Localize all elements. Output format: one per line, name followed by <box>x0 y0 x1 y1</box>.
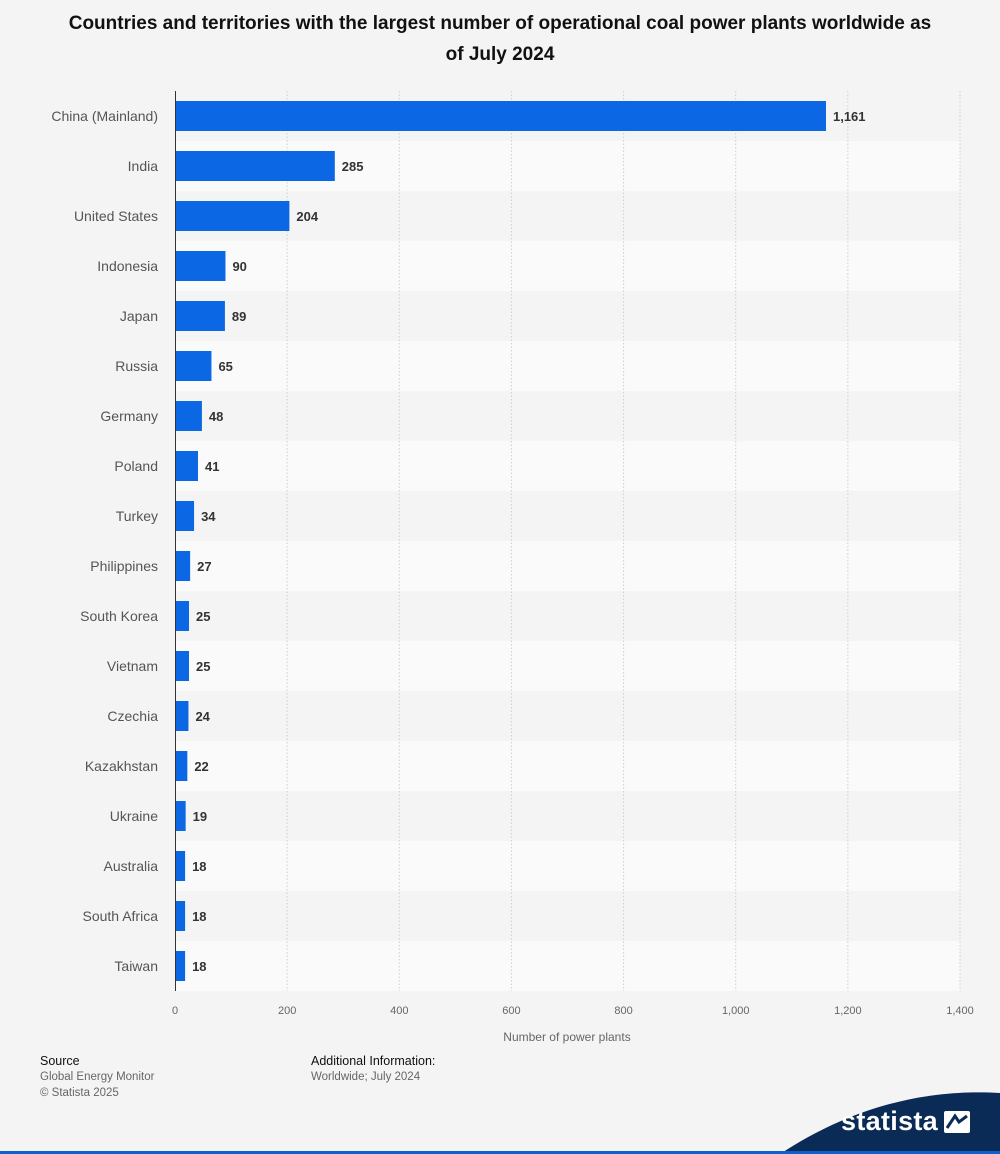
value-label: 25 <box>196 609 210 624</box>
x-tick-label: 1,200 <box>834 1005 862 1017</box>
value-label: 41 <box>205 459 219 474</box>
value-label: 204 <box>296 209 318 224</box>
bar[interactable] <box>176 201 290 231</box>
row-band <box>175 541 960 591</box>
gridlines <box>286 91 961 991</box>
category-label: Germany <box>100 408 158 424</box>
category-label: South Africa <box>83 908 159 924</box>
row-band <box>175 591 960 641</box>
value-label: 18 <box>192 959 206 974</box>
value-label: 19 <box>193 809 207 824</box>
category-label: Ukraine <box>110 808 158 824</box>
bars <box>176 101 826 981</box>
row-band <box>175 291 960 341</box>
x-axis-label: Number of power plants <box>503 1030 630 1044</box>
row-band <box>175 641 960 691</box>
bar[interactable] <box>176 401 202 431</box>
value-label: 25 <box>196 659 210 674</box>
x-tick-label: 1,000 <box>722 1005 750 1017</box>
value-labels: 1,161 285 204 90 89 65 48 41 34 27 25 25 24 22 19 18 18 1… <box>192 109 865 974</box>
value-label: 22 <box>194 759 208 774</box>
bar[interactable] <box>176 501 195 531</box>
copyright-text: © Statista 2025 <box>40 1087 119 1099</box>
x-tick-labels: 0 200 400 600 800 1,000 1,200 1,400 <box>172 1005 974 1017</box>
value-label: 65 <box>218 359 232 374</box>
category-label: Czechia <box>107 708 158 724</box>
row-band <box>175 341 960 391</box>
additional-info-block: Additional Information: Worldwide; July … <box>311 1053 435 1085</box>
value-label: 89 <box>232 309 246 324</box>
row-bands <box>175 91 960 991</box>
statista-wordmark: statista <box>841 1106 938 1136</box>
row-band <box>175 391 960 441</box>
value-label: 18 <box>192 909 206 924</box>
bar[interactable] <box>176 251 226 281</box>
category-label: Russia <box>115 358 158 374</box>
bar[interactable] <box>176 801 186 831</box>
category-label: Taiwan <box>114 958 158 974</box>
value-label: 34 <box>201 509 216 524</box>
statista-logo[interactable]: statista <box>841 1106 970 1137</box>
category-label: Turkey <box>116 508 158 524</box>
bar[interactable] <box>176 601 190 631</box>
chart-title: Countries and territories with the large… <box>68 13 932 65</box>
bar[interactable] <box>176 351 212 381</box>
x-tick-label: 200 <box>278 1005 296 1017</box>
category-label: Japan <box>120 308 158 324</box>
x-tick-label: 400 <box>390 1005 408 1017</box>
value-label: 24 <box>195 709 210 724</box>
bar[interactable] <box>176 151 335 181</box>
category-label: India <box>128 158 159 174</box>
category-labels: China (Mainland) India United States Indone… <box>51 108 158 974</box>
value-label: 27 <box>197 559 211 574</box>
bar[interactable] <box>176 551 191 581</box>
row-band <box>175 841 960 891</box>
category-label: Vietnam <box>107 658 158 674</box>
category-label: United States <box>74 208 158 224</box>
bar[interactable] <box>176 301 225 331</box>
x-tick-label: 600 <box>502 1005 520 1017</box>
row-band <box>175 891 960 941</box>
row-band <box>175 241 960 291</box>
value-label: 1,161 <box>833 109 866 124</box>
bar[interactable] <box>176 751 188 781</box>
category-label: Australia <box>104 858 159 874</box>
brand-wave <box>780 1092 1000 1154</box>
bar[interactable] <box>176 901 186 931</box>
bar[interactable] <box>176 451 198 481</box>
bar[interactable] <box>176 101 826 131</box>
value-label: 48 <box>209 409 223 424</box>
x-tick-label: 800 <box>614 1005 632 1017</box>
bar[interactable] <box>176 701 189 731</box>
row-band <box>175 441 960 491</box>
bar[interactable] <box>176 651 190 681</box>
x-tick-label: 1,400 <box>946 1005 974 1017</box>
category-label: South Korea <box>80 608 158 624</box>
value-label: 285 <box>342 159 364 174</box>
category-label: Poland <box>114 458 158 474</box>
bottom-accent-line <box>0 1151 1000 1154</box>
bar[interactable] <box>176 851 186 881</box>
bar[interactable] <box>176 951 186 981</box>
value-label: 18 <box>192 859 206 874</box>
category-label: Indonesia <box>97 258 158 274</box>
additional-info-text: Worldwide; July 2024 <box>311 1071 421 1083</box>
source-text: Global Energy Monitor <box>40 1071 155 1083</box>
category-label: Kazakhstan <box>85 758 158 774</box>
x-tick-label: 0 <box>172 1005 178 1017</box>
source-block: Source Global Energy Monitor © Statista … <box>40 1053 154 1101</box>
row-band <box>175 741 960 791</box>
statista-icon <box>944 1110 970 1133</box>
value-label: 90 <box>232 259 246 274</box>
row-band <box>175 691 960 741</box>
source-heading: Source <box>40 1054 80 1068</box>
row-band <box>175 191 960 241</box>
category-label: China (Mainland) <box>51 108 158 124</box>
row-band <box>175 941 960 991</box>
additional-info-heading: Additional Information: <box>311 1054 436 1068</box>
row-band <box>175 791 960 841</box>
row-band <box>175 491 960 541</box>
category-label: Philippines <box>90 558 158 574</box>
